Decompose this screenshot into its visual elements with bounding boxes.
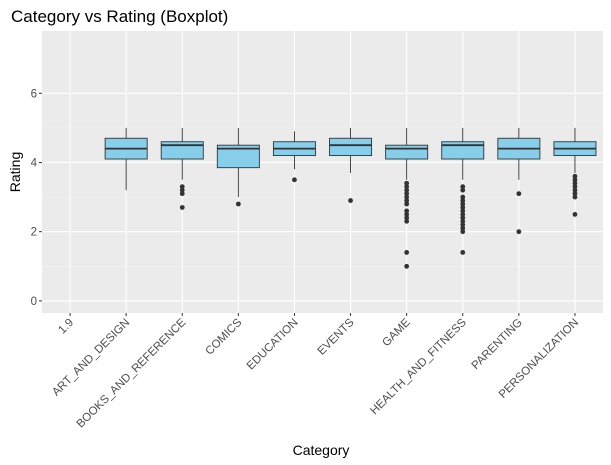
outlier-point bbox=[460, 208, 466, 214]
outlier-point bbox=[572, 173, 578, 179]
x-tick-label: BOOKS_AND_REFERENCE bbox=[75, 316, 189, 430]
outlier-point bbox=[572, 184, 578, 190]
y-tick-label: 4 bbox=[31, 157, 38, 169]
outlier-point bbox=[404, 184, 410, 190]
outlier-point bbox=[460, 250, 466, 255]
outlier-point bbox=[404, 208, 410, 214]
outlier-point bbox=[460, 187, 466, 193]
outlier-point bbox=[460, 225, 466, 231]
outlier-point bbox=[179, 205, 185, 210]
box-iqr bbox=[385, 144, 429, 160]
y-axis-title: Rating bbox=[7, 152, 23, 192]
y-axis-ticks: 0 2 4 6 bbox=[31, 88, 42, 308]
x-tick-label: HEALTH_AND_FITNESS bbox=[368, 316, 469, 417]
outlier-point bbox=[572, 180, 578, 186]
box-parenting bbox=[497, 127, 541, 235]
box-comics bbox=[216, 127, 260, 207]
outlier-point bbox=[460, 215, 466, 221]
outlier-point bbox=[404, 187, 410, 193]
outlier-point bbox=[460, 201, 466, 207]
outlier-point bbox=[460, 218, 466, 224]
y-tick-label: 6 bbox=[31, 88, 37, 100]
x-tick-label: 1.9 bbox=[56, 317, 76, 337]
outlier-point bbox=[235, 201, 241, 207]
outlier-point bbox=[460, 198, 466, 203]
outlier-point bbox=[572, 194, 578, 200]
box-iqr bbox=[216, 144, 260, 169]
outlier-point bbox=[572, 211, 578, 217]
outlier-point bbox=[572, 191, 578, 197]
outlier-point bbox=[348, 198, 353, 203]
outlier-point bbox=[404, 211, 410, 217]
minor-gridlines bbox=[42, 127, 603, 267]
outlier-point bbox=[292, 177, 297, 183]
outlier-point bbox=[404, 180, 410, 186]
outlier-point bbox=[572, 187, 578, 193]
box-game bbox=[385, 127, 429, 269]
y-tick-label: 2 bbox=[31, 227, 37, 239]
outlier-point bbox=[404, 218, 410, 224]
outlier-point bbox=[404, 263, 410, 269]
x-tick-label: GAME bbox=[380, 316, 413, 349]
y-tick-label: 0 bbox=[31, 296, 37, 308]
outlier-point bbox=[516, 229, 522, 235]
boxes bbox=[104, 127, 597, 269]
box-events bbox=[329, 127, 373, 203]
outlier-point bbox=[572, 177, 578, 183]
x-tick-label: COMICS bbox=[203, 316, 244, 357]
outlier-point bbox=[460, 184, 466, 190]
box-personalization bbox=[553, 127, 597, 217]
outlier-point bbox=[404, 250, 410, 255]
outlier-point bbox=[460, 229, 466, 235]
outlier-point bbox=[460, 194, 466, 200]
chart-title: Category vs Rating (Boxplot) bbox=[11, 7, 228, 26]
outlier-point bbox=[460, 205, 466, 210]
outlier-point bbox=[404, 191, 410, 197]
box-iqr bbox=[329, 137, 373, 157]
box-education bbox=[272, 131, 316, 183]
outlier-point bbox=[460, 211, 466, 217]
box-health-and-fitness bbox=[441, 127, 485, 255]
x-axis-title: Category bbox=[293, 442, 350, 458]
outlier-point bbox=[404, 198, 410, 203]
outlier-point bbox=[516, 191, 522, 197]
x-tick-label: PARENTING bbox=[470, 317, 525, 372]
box-books-and-reference bbox=[160, 127, 204, 210]
outlier-point bbox=[404, 201, 410, 207]
x-tick-label: EDUCATION bbox=[245, 317, 301, 373]
outlier-point bbox=[404, 215, 410, 221]
outlier-point bbox=[179, 191, 185, 197]
outlier-point bbox=[460, 222, 466, 228]
outlier-point bbox=[179, 184, 185, 190]
outlier-point bbox=[179, 187, 185, 193]
box-art-and-design bbox=[104, 127, 148, 191]
outlier-point bbox=[404, 194, 410, 200]
x-tick-label: EVENTS bbox=[316, 316, 357, 357]
